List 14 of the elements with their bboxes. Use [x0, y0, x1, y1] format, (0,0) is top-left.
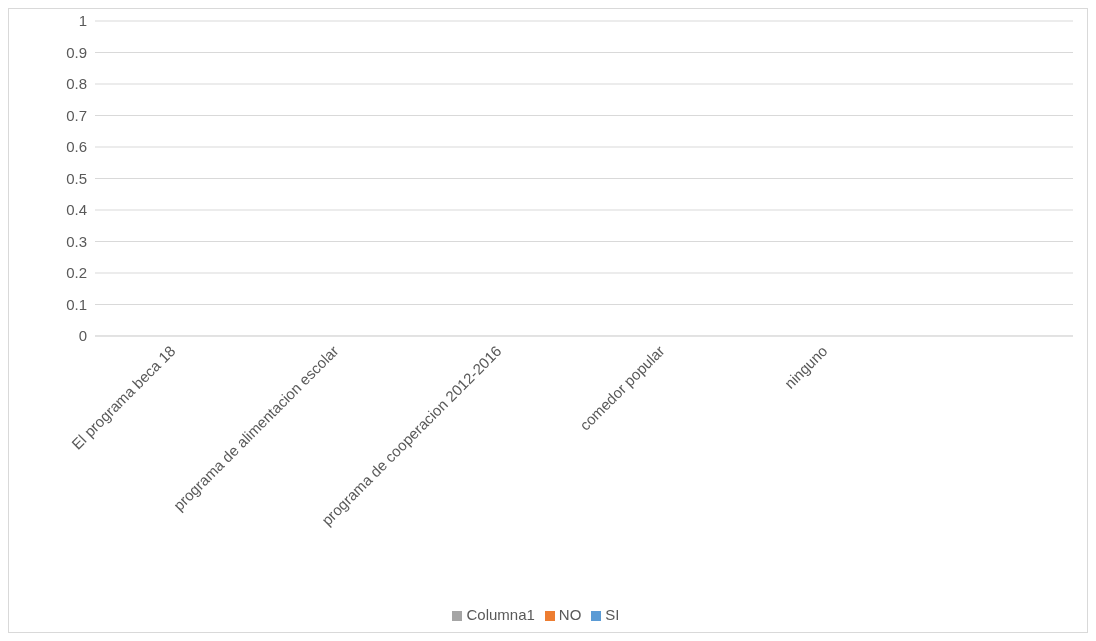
legend-label: NO	[558, 606, 582, 623]
legend-label: Columna1	[466, 606, 535, 623]
y-tick-label: 0.7	[66, 106, 87, 124]
y-tick-label: 0.3	[66, 232, 87, 250]
legend-label: SI	[605, 606, 620, 623]
y-tick-label: 0.8	[66, 75, 87, 93]
y-tick-label: 0.9	[66, 43, 87, 61]
y-tick-label: 0.5	[66, 169, 87, 187]
y-tick-label: 0.4	[66, 201, 87, 219]
y-tick-label: 1	[78, 12, 87, 30]
y-tick-label: 0.1	[66, 295, 87, 313]
y-tick-label: 0	[78, 327, 87, 345]
y-tick-label: 0.6	[66, 138, 87, 156]
y-tick-label: 0.2	[66, 264, 87, 282]
